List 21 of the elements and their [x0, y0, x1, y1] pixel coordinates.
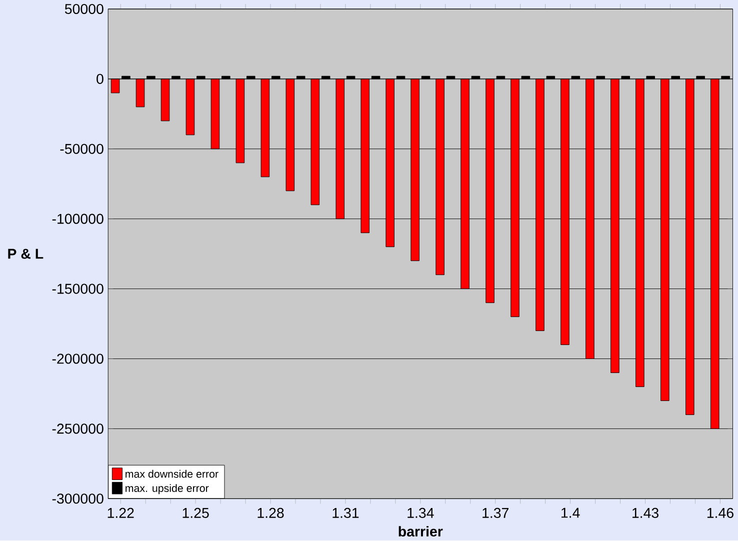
- legend-label: max. upside error: [126, 484, 209, 494]
- x-axis-title: barrier: [398, 526, 443, 537]
- x-tick-label: 1.43: [632, 508, 658, 518]
- y-tick-label: -250000: [52, 424, 104, 434]
- y-tick-label: 50000: [64, 4, 104, 14]
- x-tick-label: 1.4: [562, 508, 580, 518]
- x-tick-label: 1.25: [182, 508, 209, 518]
- x-tick-label: 1.31: [332, 508, 359, 518]
- y-tick-label: 0: [96, 74, 104, 84]
- y-tick-label: -50000: [60, 144, 104, 154]
- legend-label: max downside error: [126, 470, 218, 478]
- y-tick-label: -300000: [52, 494, 104, 504]
- x-tick-label: 1.28: [258, 508, 284, 518]
- y-tick-label: -150000: [52, 284, 104, 294]
- y-tick-label: -200000: [52, 354, 104, 364]
- x-tick-label: 1.37: [482, 508, 508, 518]
- x-tick-label: 1.46: [707, 508, 734, 518]
- y-tick-label: -100000: [52, 214, 104, 224]
- y-axis-title: P & L: [8, 249, 44, 260]
- x-tick-label: 1.22: [108, 508, 134, 518]
- x-tick-label: 1.34: [408, 508, 434, 518]
